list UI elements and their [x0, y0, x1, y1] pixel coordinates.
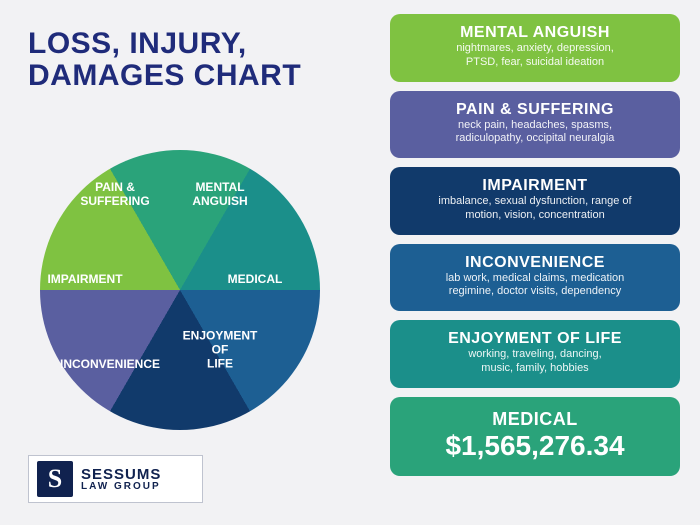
legend-card: INCONVENIENCElab work, medical claims, m…	[390, 244, 680, 312]
legend-card-subtitle: neck pain, headaches, spasms, radiculopa…	[404, 119, 666, 147]
legend-card: MENTAL ANGUISHnightmares, anxiety, depre…	[390, 14, 680, 82]
legend-cards: MENTAL ANGUISHnightmares, anxiety, depre…	[390, 14, 680, 476]
page-title: LOSS, INJURY, DAMAGES CHART	[28, 28, 301, 91]
legend-card-title: PAIN & SUFFERING	[404, 101, 666, 119]
logo-text: SESSUMS LAW GROUP	[81, 467, 161, 492]
logo-line2: LAW GROUP	[81, 482, 161, 492]
legend-card: IMPAIRMENTimbalance, sexual dysfunction,…	[390, 167, 680, 235]
pie-slice-label: INCONVENIENCE	[60, 358, 160, 372]
legend-card-subtitle: imbalance, sexual dysfunction, range of …	[404, 195, 666, 223]
pie-slice-label: IMPAIRMENT	[47, 273, 122, 287]
logo-badge: S	[37, 461, 73, 497]
pie-slice-label: ENJOYMENT OF LIFE	[183, 329, 258, 370]
pie-slice-label: MENTAL ANGUISH	[192, 181, 247, 209]
legend-card-title: ENJOYMENT OF LIFE	[404, 330, 666, 348]
firm-logo: S SESSUMS LAW GROUP	[28, 455, 203, 503]
legend-card-title: IMPAIRMENT	[404, 177, 666, 195]
medical-total-card: MEDICAL$1,565,276.34	[390, 397, 680, 476]
medical-title: MEDICAL	[404, 409, 666, 430]
legend-card-subtitle: nightmares, anxiety, depression, PTSD, f…	[404, 42, 666, 70]
legend-card-title: INCONVENIENCE	[404, 254, 666, 272]
logo-line1: SESSUMS	[81, 467, 161, 482]
legend-card-title: MENTAL ANGUISH	[404, 24, 666, 42]
legend-card-subtitle: working, traveling, dancing, music, fami…	[404, 348, 666, 376]
legend-card: PAIN & SUFFERINGneck pain, headaches, sp…	[390, 91, 680, 159]
pie-slice-label: PAIN & SUFFERING	[80, 181, 149, 209]
pie-chart: MENTAL ANGUISH MEDICAL ENJOYMENT OF LIFE IN…	[40, 150, 320, 430]
pie-slice-label: MEDICAL	[228, 273, 283, 287]
medical-amount: $1,565,276.34	[404, 430, 666, 462]
legend-card-subtitle: lab work, medical claims, medication reg…	[404, 272, 666, 300]
legend-card: ENJOYMENT OF LIFEworking, traveling, dan…	[390, 320, 680, 388]
